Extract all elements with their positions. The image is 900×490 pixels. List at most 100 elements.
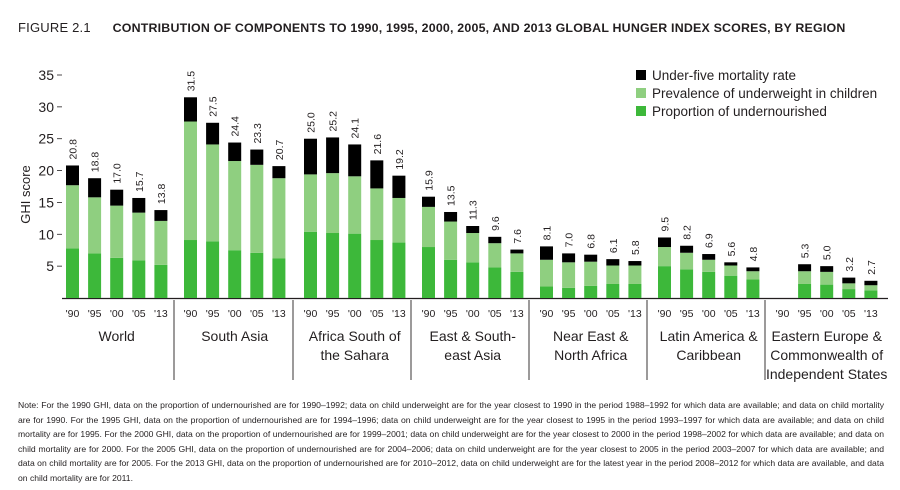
bar-segment-mortality	[562, 253, 576, 263]
bar-segment-underweight	[444, 221, 458, 260]
legend-label: Under-five mortality rate	[652, 68, 796, 83]
year-tick-label: '95	[444, 308, 458, 320]
bar-total-label: 13.8	[156, 183, 168, 204]
bar-segment-underweight	[606, 265, 620, 284]
bar-segment-underweight	[562, 262, 576, 288]
year-tick-label: '05	[132, 308, 146, 320]
bar-total-label: 27.5	[208, 96, 220, 117]
bar-segment-undernourished	[88, 253, 102, 298]
bar-segment-undernourished	[228, 250, 242, 298]
bar-total-label: 23.3	[252, 123, 264, 144]
region-label: North Africa	[554, 347, 627, 363]
year-tick-label: '90	[66, 308, 80, 320]
bar-segment-mortality	[466, 226, 480, 234]
bar-segment-mortality	[540, 246, 553, 260]
y-tick-label: 35	[38, 67, 54, 83]
bar-segment-mortality	[724, 262, 738, 266]
bar-total-label: 21.6	[372, 134, 384, 155]
bar-segment-underweight	[702, 259, 716, 272]
year-tick-label: '13	[510, 308, 524, 320]
bar-segment-undernourished	[562, 287, 576, 298]
bar-total-label: 31.5	[186, 71, 198, 92]
bar-total-label: 8.1	[542, 226, 554, 241]
year-tick-label: '90	[184, 308, 198, 320]
region-label: the Sahara	[320, 347, 389, 363]
bar-segment-underweight	[798, 271, 812, 284]
bar-segment-underweight	[66, 185, 79, 249]
bar-segment-underweight	[228, 161, 242, 251]
y-tick-label: 5	[46, 258, 54, 274]
year-tick-label: '05	[250, 308, 264, 320]
bar-segment-undernourished	[348, 233, 362, 298]
year-tick-label: '95	[680, 308, 694, 320]
region-label: Eastern Europe &	[771, 328, 882, 344]
bar-segment-mortality	[606, 259, 620, 266]
bar-segment-undernourished	[110, 257, 124, 298]
bar-segment-undernourished	[66, 248, 79, 298]
bar-segment-undernourished	[488, 267, 502, 298]
region-label: east Asia	[444, 347, 501, 363]
stacked-bar-chart: 5 10 15 20 25 30 35 GHI score '90 20.8 '95 18.8 '00 1…	[18, 67, 888, 382]
bar-segment-undernourished	[798, 283, 812, 298]
bar-segment-underweight	[842, 283, 856, 290]
bar-segment-underweight	[820, 271, 834, 285]
bar-total-label: 19.2	[394, 149, 406, 170]
bar-segment-mortality	[228, 142, 242, 162]
bar-segment-underweight	[466, 233, 480, 263]
bar-segment-undernourished	[154, 264, 168, 298]
bar-segment-undernourished	[184, 240, 197, 298]
bar-segment-mortality	[422, 196, 435, 207]
year-tick-label: '13	[746, 308, 760, 320]
bar-segment-mortality	[628, 261, 642, 266]
bar-segment-mortality	[680, 245, 694, 253]
bar-segment-underweight	[658, 247, 671, 267]
bar-segment-underweight	[206, 144, 220, 242]
bar-segment-mortality	[510, 249, 524, 254]
bar-total-label: 5.6	[726, 242, 738, 257]
bar-segment-mortality	[370, 160, 384, 189]
bar-total-label: 8.2	[682, 225, 694, 240]
region-label: Commonwealth of	[770, 347, 883, 363]
year-tick-label: '05	[488, 308, 502, 320]
year-tick-label: '05	[606, 308, 620, 320]
bar-segment-mortality	[702, 254, 716, 260]
bar-total-label: 25.0	[306, 112, 318, 133]
bar-segment-undernourished	[540, 286, 553, 298]
bar-total-label: 15.7	[134, 171, 146, 192]
bar-segment-undernourished	[584, 285, 598, 298]
y-tick-label: 20	[38, 163, 54, 179]
bar-segment-underweight	[628, 265, 642, 284]
bar-segment-underweight	[540, 259, 553, 287]
bar-total-label: 17.0	[112, 163, 124, 184]
year-tick-label: '13	[272, 308, 286, 320]
bar-segment-mortality	[110, 189, 124, 206]
bar-segment-mortality	[304, 138, 317, 175]
bar-segment-mortality	[842, 277, 856, 284]
bar-segment-undernourished	[206, 241, 220, 298]
legend-swatch	[636, 88, 646, 98]
year-tick-label: '05	[842, 308, 856, 320]
bar-total-label: 7.0	[564, 233, 576, 248]
bar-segment-mortality	[820, 266, 834, 272]
bar-segment-underweight	[746, 271, 760, 280]
bar-segment-underweight	[88, 197, 102, 254]
bar-segment-mortality	[746, 267, 760, 272]
bar-segment-underweight	[326, 173, 340, 234]
year-tick-label: '90	[776, 308, 790, 320]
bar-segment-mortality	[392, 175, 406, 198]
bar-total-label: 6.1	[608, 238, 620, 253]
year-tick-label: '13	[392, 308, 406, 320]
year-tick-label: '13	[864, 308, 878, 320]
bar-segment-underweight	[132, 212, 146, 261]
bar-segment-underweight	[110, 205, 124, 258]
figure-header: FIGURE 2.1 CONTRIBUTION OF COMPONENTS TO…	[18, 20, 846, 35]
bar-total-label: 6.8	[586, 234, 598, 249]
bar-segment-underweight	[370, 188, 384, 241]
bar-segment-undernourished	[304, 231, 317, 298]
bar-total-label: 4.8	[748, 247, 760, 262]
bar-total-label: 3.2	[844, 257, 856, 272]
region-label: Africa South of	[309, 328, 401, 344]
bar-segment-undernourished	[658, 266, 671, 298]
bar-total-label: 15.9	[424, 170, 436, 191]
year-tick-label: '95	[326, 308, 340, 320]
